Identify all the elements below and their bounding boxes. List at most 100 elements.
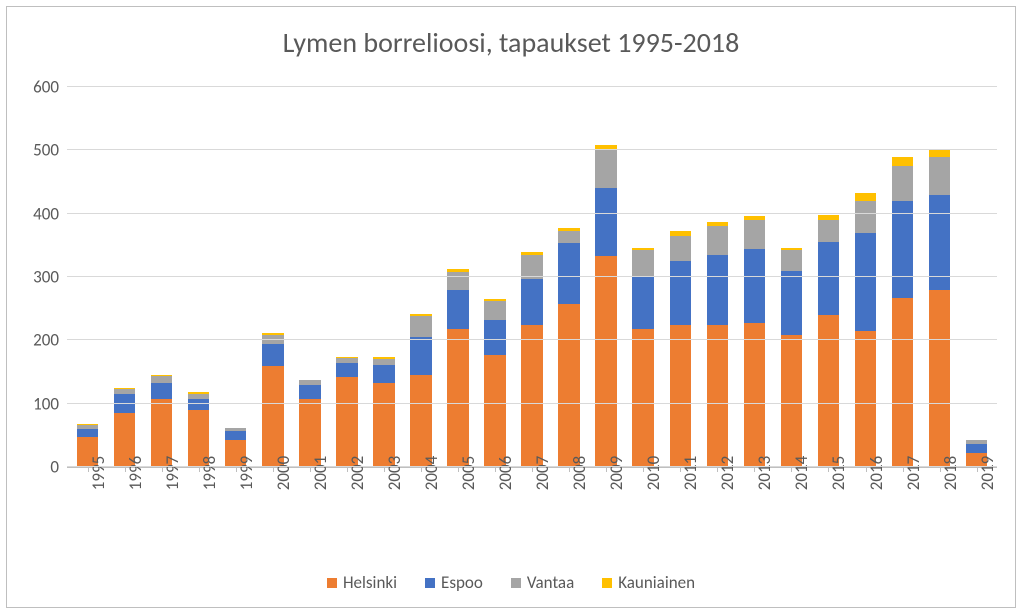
y-tick-label: 100 (33, 393, 59, 414)
bar (929, 149, 950, 467)
bar (299, 380, 320, 467)
bar-segment-espoo (707, 255, 728, 325)
bar (521, 252, 542, 467)
bar (336, 357, 357, 467)
bar-segment-vantaa (744, 220, 765, 248)
bar-segment-helsinki (336, 377, 357, 467)
bar-segment-espoo (892, 201, 913, 298)
bar-segment-vantaa (781, 250, 802, 270)
y-tick-label: 300 (33, 267, 59, 288)
bar (744, 216, 765, 467)
bar-segment-espoo (670, 261, 691, 324)
bar-slot: 2007 (514, 87, 551, 467)
bar-slot: 2008 (551, 87, 588, 467)
bar-segment-espoo (818, 242, 839, 315)
bar-segment-vantaa (595, 150, 616, 188)
legend-label: Espoo (441, 572, 483, 593)
legend-item-kauniainen: Kauniainen (602, 572, 695, 593)
bar-slot: 2000 (254, 87, 291, 467)
chart-title: Lymen borrelioosi, tapaukset 1995-2018 (7, 25, 1015, 60)
bar-segment-espoo (151, 383, 172, 399)
bar-slot: 2017 (884, 87, 921, 467)
gridline (67, 276, 997, 277)
bars-row: 1995199619971998199920002001200220032004… (67, 87, 997, 467)
bar-segment-helsinki (670, 325, 691, 467)
bar-segment-vantaa (632, 250, 653, 277)
gridline (67, 86, 997, 87)
bar-segment-helsinki (447, 329, 468, 467)
y-tick-label: 0 (50, 457, 59, 478)
bar-segment-espoo (558, 243, 579, 303)
bar-segment-vantaa (410, 316, 431, 337)
bar-segment-vantaa (929, 157, 950, 195)
bar (595, 145, 616, 467)
bar (262, 333, 283, 467)
x-tick-label: 2019 (977, 456, 998, 490)
y-tick-label: 400 (33, 203, 59, 224)
bar-segment-helsinki (707, 325, 728, 467)
chart-container: Lymen borrelioosi, tapaukset 1995-2018 1… (6, 6, 1016, 608)
bar (892, 157, 913, 467)
bar-segment-helsinki (373, 383, 394, 467)
legend-label: Helsinki (343, 572, 397, 593)
bar-slot: 2003 (365, 87, 402, 467)
bar (151, 375, 172, 467)
bar-segment-vantaa (447, 272, 468, 290)
bar-slot: 2011 (662, 87, 699, 467)
gridline (67, 403, 997, 404)
bar (781, 248, 802, 467)
bar-segment-helsinki (484, 355, 505, 467)
bar (632, 248, 653, 467)
bar-segment-helsinki (818, 315, 839, 467)
bar-slot: 2005 (439, 87, 476, 467)
bar (670, 231, 691, 467)
bar-segment-espoo (595, 188, 616, 256)
bar-slot: 2004 (402, 87, 439, 467)
bar (707, 222, 728, 467)
bar-segment-kauniainen (892, 157, 913, 166)
bar-slot: 2009 (588, 87, 625, 467)
gridline (67, 339, 997, 340)
bar-segment-espoo (744, 249, 765, 324)
legend-swatch (511, 578, 521, 588)
bar-segment-vantaa (855, 201, 876, 233)
bar-segment-helsinki (558, 304, 579, 467)
y-tick-label: 200 (33, 330, 59, 351)
bar-segment-espoo (373, 365, 394, 383)
bar-slot: 1998 (180, 87, 217, 467)
bar-segment-espoo (77, 429, 98, 437)
gridline (67, 149, 997, 150)
bar-slot: 2014 (773, 87, 810, 467)
bar-segment-espoo (188, 399, 209, 410)
y-tick-label: 500 (33, 140, 59, 161)
bar-segment-espoo (114, 394, 135, 413)
bar-slot: 2010 (625, 87, 662, 467)
bar-segment-vantaa (892, 166, 913, 201)
bar-slot: 2012 (699, 87, 736, 467)
bar-segment-espoo (336, 363, 357, 377)
bar-segment-espoo (225, 431, 246, 440)
bar-slot: 2016 (847, 87, 884, 467)
bar-slot: 1999 (217, 87, 254, 467)
bar-segment-helsinki (521, 325, 542, 467)
bar (410, 314, 431, 467)
bar-segment-helsinki (632, 329, 653, 467)
bar-segment-espoo (521, 279, 542, 325)
bar-slot: 1997 (143, 87, 180, 467)
bar (855, 193, 876, 467)
bar-segment-helsinki (595, 256, 616, 467)
bar (373, 357, 394, 467)
gridline (67, 213, 997, 214)
bar-slot: 2001 (291, 87, 328, 467)
legend-swatch (425, 578, 435, 588)
gridline (67, 466, 997, 467)
bar-segment-espoo (484, 320, 505, 355)
bar-segment-helsinki (781, 335, 802, 467)
bar-segment-helsinki (855, 331, 876, 467)
bar-segment-espoo (855, 233, 876, 331)
bar-segment-espoo (447, 290, 468, 329)
bar-segment-helsinki (262, 366, 283, 467)
legend-swatch (327, 578, 337, 588)
bar (818, 215, 839, 467)
legend-item-vantaa: Vantaa (511, 572, 574, 593)
